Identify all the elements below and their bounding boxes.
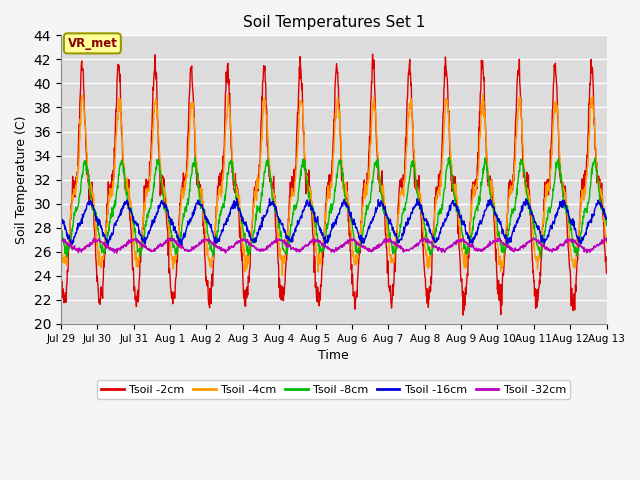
- Tsoil -2cm: [369, 51, 376, 57]
- Title: Soil Temperatures Set 1: Soil Temperatures Set 1: [243, 15, 425, 30]
- Tsoil -2cm: [179, 182, 186, 188]
- Line: Tsoil -2cm: Tsoil -2cm: [61, 54, 607, 315]
- Tsoil -4cm: [539, 231, 547, 237]
- Tsoil -2cm: [419, 242, 426, 248]
- Tsoil -4cm: [490, 200, 498, 205]
- X-axis label: Time: Time: [318, 349, 349, 362]
- Tsoil -8cm: [539, 243, 547, 249]
- Tsoil -4cm: [419, 217, 426, 223]
- Tsoil -2cm: [603, 270, 611, 276]
- Tsoil -4cm: [603, 240, 611, 246]
- Tsoil -2cm: [539, 224, 547, 230]
- Tsoil -32cm: [490, 238, 498, 243]
- Tsoil -4cm: [479, 92, 486, 97]
- Tsoil -16cm: [603, 215, 611, 220]
- Tsoil -4cm: [239, 241, 247, 247]
- Tsoil -8cm: [537, 255, 545, 261]
- Tsoil -16cm: [419, 210, 427, 216]
- Line: Tsoil -8cm: Tsoil -8cm: [61, 157, 607, 258]
- Line: Tsoil -4cm: Tsoil -4cm: [61, 95, 607, 276]
- Tsoil -2cm: [239, 287, 247, 293]
- Tsoil -4cm: [165, 224, 173, 229]
- Tsoil -8cm: [165, 219, 173, 225]
- Tsoil -16cm: [57, 216, 65, 222]
- Tsoil -8cm: [240, 232, 248, 238]
- Tsoil -8cm: [179, 221, 186, 227]
- Tsoil -8cm: [419, 212, 426, 218]
- Tsoil -32cm: [539, 244, 547, 250]
- Tsoil -16cm: [179, 236, 186, 242]
- Tsoil -16cm: [165, 214, 173, 219]
- Tsoil -8cm: [603, 222, 611, 228]
- Tsoil -2cm: [490, 221, 498, 227]
- Tsoil -32cm: [496, 235, 504, 240]
- Tsoil -32cm: [166, 237, 173, 242]
- Tsoil -2cm: [165, 270, 173, 276]
- Tsoil -2cm: [460, 312, 467, 318]
- Tsoil -8cm: [191, 155, 198, 160]
- Tsoil -32cm: [179, 245, 186, 251]
- Tsoil -4cm: [179, 185, 186, 191]
- Line: Tsoil -16cm: Tsoil -16cm: [61, 199, 607, 246]
- Tsoil -32cm: [603, 238, 611, 244]
- Line: Tsoil -32cm: Tsoil -32cm: [61, 238, 607, 253]
- Tsoil -16cm: [233, 196, 241, 202]
- Tsoil -8cm: [57, 227, 65, 233]
- Tsoil -32cm: [240, 236, 248, 241]
- Tsoil -16cm: [539, 238, 547, 243]
- Tsoil -16cm: [490, 208, 498, 214]
- Tsoil -4cm: [278, 273, 286, 279]
- Tsoil -16cm: [240, 220, 248, 226]
- Tsoil -32cm: [57, 237, 65, 242]
- Tsoil -32cm: [113, 250, 120, 256]
- Legend: Tsoil -2cm, Tsoil -4cm, Tsoil -8cm, Tsoil -16cm, Tsoil -32cm: Tsoil -2cm, Tsoil -4cm, Tsoil -8cm, Tsoi…: [97, 380, 570, 399]
- Y-axis label: Soil Temperature (C): Soil Temperature (C): [15, 115, 28, 244]
- Tsoil -32cm: [419, 239, 426, 245]
- Tsoil -16cm: [177, 243, 184, 249]
- Tsoil -8cm: [490, 211, 498, 217]
- Tsoil -4cm: [57, 237, 65, 243]
- Tsoil -2cm: [57, 272, 65, 277]
- Text: VR_met: VR_met: [67, 37, 117, 50]
